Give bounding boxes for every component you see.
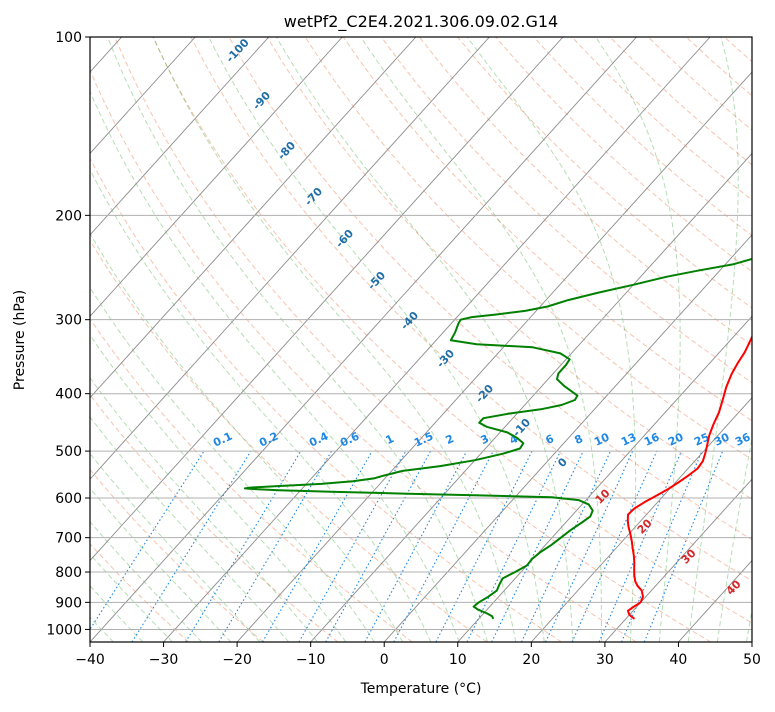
x-tick-label: 50 — [743, 652, 761, 668]
x-tick-label: −10 — [296, 652, 326, 668]
y-tick-label: 600 — [55, 491, 82, 507]
y-tick-label: 500 — [55, 444, 82, 460]
x-tick-label: 0 — [380, 652, 389, 668]
x-tick-label: 20 — [522, 652, 540, 668]
y-tick-label: 300 — [55, 313, 82, 329]
y-axis-label: Pressure (hPa) — [12, 290, 28, 390]
x-tick-label: −30 — [149, 652, 179, 668]
y-tick-label: 900 — [55, 595, 82, 611]
x-tick-label: −40 — [75, 652, 105, 668]
y-tick-label: 1000 — [46, 622, 82, 638]
x-tick-label: 10 — [449, 652, 467, 668]
y-tick-label: 400 — [55, 387, 82, 403]
y-tick-label: 100 — [55, 30, 82, 46]
y-tick-label: 800 — [55, 565, 82, 581]
x-axis-label: Temperature (°C) — [360, 681, 482, 697]
chart-title: wetPf2_C2E4.2021.306.09.02.G14 — [284, 12, 558, 32]
y-tick-label: 200 — [55, 208, 82, 224]
x-tick-label: −20 — [222, 652, 252, 668]
plot-area — [90, 37, 752, 642]
x-tick-label: 30 — [596, 652, 614, 668]
y-tick-label: 700 — [55, 531, 82, 547]
x-tick-label: 40 — [670, 652, 688, 668]
